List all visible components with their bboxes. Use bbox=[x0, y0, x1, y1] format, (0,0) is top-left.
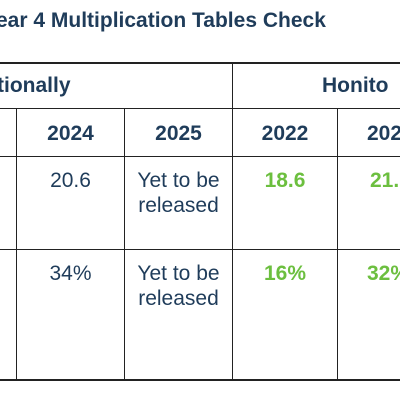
table-divider-group-split bbox=[232, 62, 233, 380]
year-header-2024: 2024 bbox=[47, 122, 94, 145]
table-border-top bbox=[0, 62, 400, 64]
year-header-2023: 202 bbox=[367, 122, 400, 145]
row2-honiton-2023: 32% bbox=[367, 262, 400, 285]
table-divider-col-b bbox=[124, 109, 125, 380]
table-divider-row bbox=[0, 249, 400, 250]
row1-national-2025-line2: released bbox=[138, 194, 219, 217]
row1-national-2025-line1: Yet to be bbox=[137, 169, 220, 192]
year-header-2025: 2025 bbox=[155, 122, 202, 145]
row1-national-2024: 20.6 bbox=[50, 169, 91, 192]
table-divider-col-a bbox=[16, 109, 17, 380]
row1-honiton-2023: 21. bbox=[370, 169, 400, 192]
row2-national-2024: 34% bbox=[49, 262, 92, 285]
table-border-bottom bbox=[0, 379, 400, 381]
table-divider-group bbox=[0, 108, 400, 109]
year-header-2022: 2022 bbox=[261, 122, 309, 145]
group-header-nationally: tionally bbox=[0, 74, 71, 97]
row2-national-2025-line1: Yet to be bbox=[137, 262, 220, 285]
row2-honiton-2022: 16% bbox=[263, 262, 307, 285]
page-title: ear 4 Multiplication Tables Check bbox=[0, 9, 326, 32]
row2-national-2025-line2: released bbox=[138, 287, 219, 310]
table-divider-years bbox=[0, 156, 400, 157]
table-divider-col-d bbox=[337, 109, 338, 380]
group-header-honiton: Honito bbox=[322, 74, 389, 97]
row1-honiton-2022: 18.6 bbox=[264, 169, 306, 192]
